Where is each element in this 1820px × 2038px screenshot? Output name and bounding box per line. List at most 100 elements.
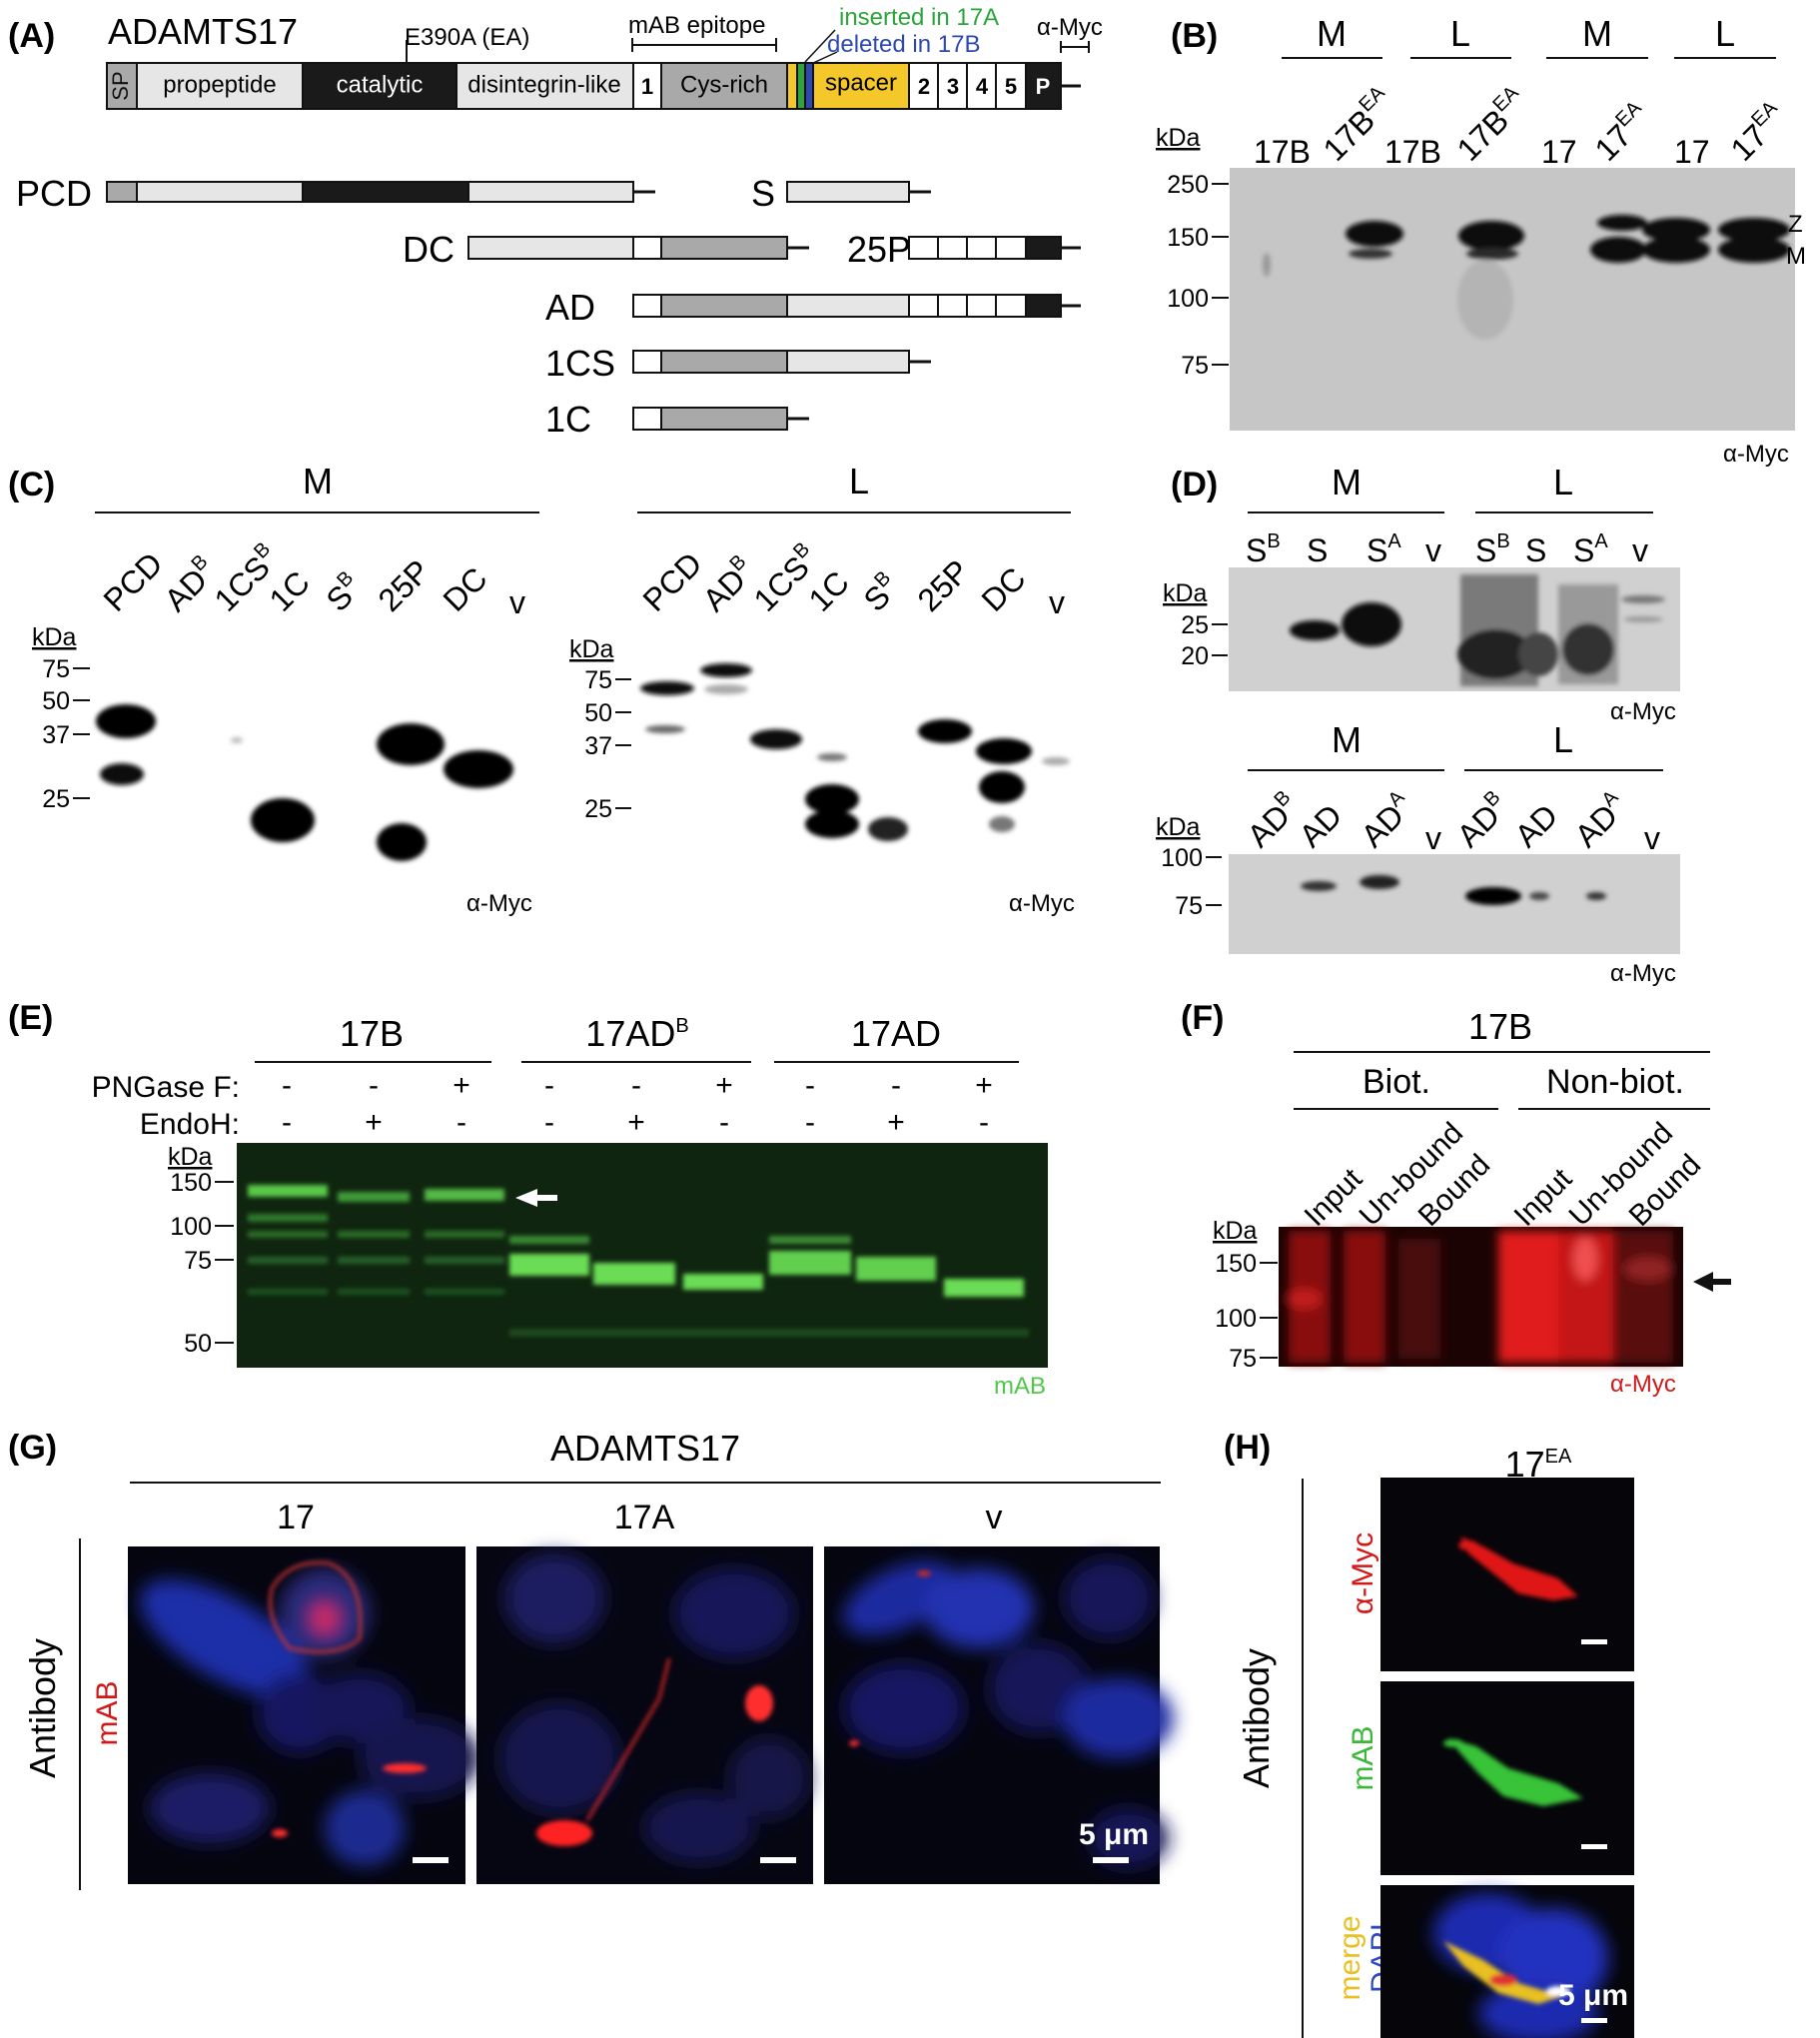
construct-1cs-bar [632, 350, 662, 374]
domain-disintegrin [455, 62, 634, 110]
group-label-m: M [303, 461, 333, 502]
domain-cys-label: Cys-rich [680, 71, 768, 98]
domain-plac-label: P [1036, 74, 1051, 99]
construct-25p-bar [908, 236, 939, 260]
construct-s-label: S [751, 173, 775, 214]
construct-ad-bar [632, 294, 662, 318]
scale-bar [413, 1857, 449, 1863]
lane-label: SA [1366, 530, 1401, 568]
marker-75: 75 [1181, 352, 1209, 380]
scale-bar [760, 1857, 796, 1863]
pngase-label: PNGase F: [92, 1071, 240, 1104]
lane-label: PCD [96, 545, 169, 618]
domain-propeptide-label: propeptide [163, 71, 276, 98]
myc-tag-label: α-Myc [1037, 14, 1103, 41]
group-label-m: M [1332, 719, 1362, 760]
marker-75: 75 [42, 655, 70, 683]
antibody-label: α-Myc [1610, 1371, 1676, 1398]
construct-s-bar [786, 181, 910, 203]
marker-150: 150 [170, 1169, 212, 1197]
western-blot-c-m [91, 621, 541, 879]
treatment-sign: + [715, 1069, 733, 1102]
construct-25p-label: 25P [847, 229, 911, 270]
blot-bands-c-l [640, 663, 1070, 841]
channel-label-myc: α-Myc [1347, 1532, 1379, 1614]
lane-label: ADA [1353, 786, 1420, 854]
lane-label: 25P [910, 552, 976, 618]
marker-150: 150 [1167, 224, 1209, 252]
kda-label: kDa [1213, 1217, 1258, 1245]
treatment-sign: + [453, 1069, 470, 1102]
marker-100: 100 [1215, 1305, 1257, 1333]
kda-label: kDa [32, 623, 77, 651]
treatment-sign: - [544, 1069, 554, 1102]
group-label: 17B [340, 1013, 404, 1054]
construct-pcd-sp [106, 181, 138, 203]
domain-disintegrin-label: disintegrin-like [467, 71, 620, 98]
group-label-biot: Biot. [1363, 1063, 1430, 1101]
protein-title: ADAMTS17 [108, 11, 298, 52]
group-label-m: M [1332, 462, 1362, 503]
marker-25: 25 [584, 795, 612, 823]
lane-label: ADB [156, 550, 224, 618]
marker-75: 75 [1175, 892, 1203, 920]
domain-spacer-label: spacer [825, 69, 897, 96]
treatment-sign: - [282, 1106, 292, 1139]
lane-label: ADA [1566, 786, 1634, 854]
lane-label: ADB [1239, 786, 1307, 854]
panel-label-h: (H) [1224, 1429, 1271, 1467]
group-label: 17ADB [585, 1013, 688, 1054]
treatment-sign: - [805, 1069, 815, 1102]
channel-label: mAB [91, 1680, 124, 1745]
lane-label: v [1632, 532, 1648, 568]
scale-bar [1581, 1844, 1607, 1849]
group-label-m: M [1317, 13, 1347, 54]
lane-label: v [1644, 820, 1660, 856]
panel-h: (H) 17EA Antibody α-Myc mAB merge DAPI [1224, 1429, 1634, 2038]
endoh-label: EndoH: [140, 1108, 240, 1141]
treatment-sign: + [887, 1106, 905, 1139]
group-label-l: L [849, 461, 869, 502]
construct-dc-bar [467, 236, 634, 260]
treatment-sign: - [891, 1069, 901, 1102]
marker-20: 20 [1181, 642, 1209, 670]
panel-label-f: (F) [1181, 999, 1224, 1037]
lane-label: 1CSB [206, 538, 286, 618]
lane-label: v [1425, 532, 1441, 568]
construct-1c-bar [632, 407, 662, 431]
group-label-m: M [1582, 13, 1612, 54]
treatment-sign: + [975, 1069, 993, 1102]
lane-label: SA [1573, 530, 1608, 568]
marker-100: 100 [1167, 285, 1209, 313]
lane-label: DC [974, 560, 1032, 618]
marker-75: 75 [1229, 1345, 1257, 1373]
blot-bands-d-top [1290, 574, 1665, 686]
domain-propeptide [136, 62, 304, 110]
domain-cys-rich [660, 62, 788, 110]
lane-label: SB [1475, 530, 1510, 568]
panel-label-d: (D) [1171, 466, 1218, 504]
panel-f: (F) 17B Biot. Non-biot. Input Un-bound B… [1181, 999, 1731, 1398]
treatment-sign: - [456, 1106, 466, 1139]
domain-tsr5-label: 5 [1005, 74, 1017, 99]
lane-label: DC [436, 560, 493, 618]
lane-label: v [1049, 584, 1065, 620]
panel-label-e: (E) [8, 999, 53, 1037]
lane-label: v [509, 584, 525, 620]
group-title: 17B [1468, 1006, 1532, 1047]
group-title: ADAMTS17 [550, 1428, 740, 1469]
antibody-label: mAB [994, 1373, 1046, 1400]
domain-catalytic-label: catalytic [337, 71, 424, 98]
lane-label: 25P [371, 552, 437, 618]
western-blot-d-bottom [1229, 854, 1680, 954]
domain-spacer [812, 62, 910, 110]
column-label: 17 [277, 1499, 315, 1536]
construct-1cs-label: 1CS [545, 343, 615, 384]
antibody-label: α-Myc [1610, 698, 1676, 725]
marker-250: 250 [1167, 171, 1209, 199]
treatment-signs: - - + - - + - - + - + - - + - - + - [282, 1069, 993, 1139]
panel-label-a: (A) [8, 17, 55, 55]
domain-tsr5 [995, 62, 1027, 110]
panel-b: (B) M L M L 17B 17BEA 17B 17BEA 17 17EA … [1156, 13, 1806, 468]
scale-bar [1093, 1857, 1129, 1863]
